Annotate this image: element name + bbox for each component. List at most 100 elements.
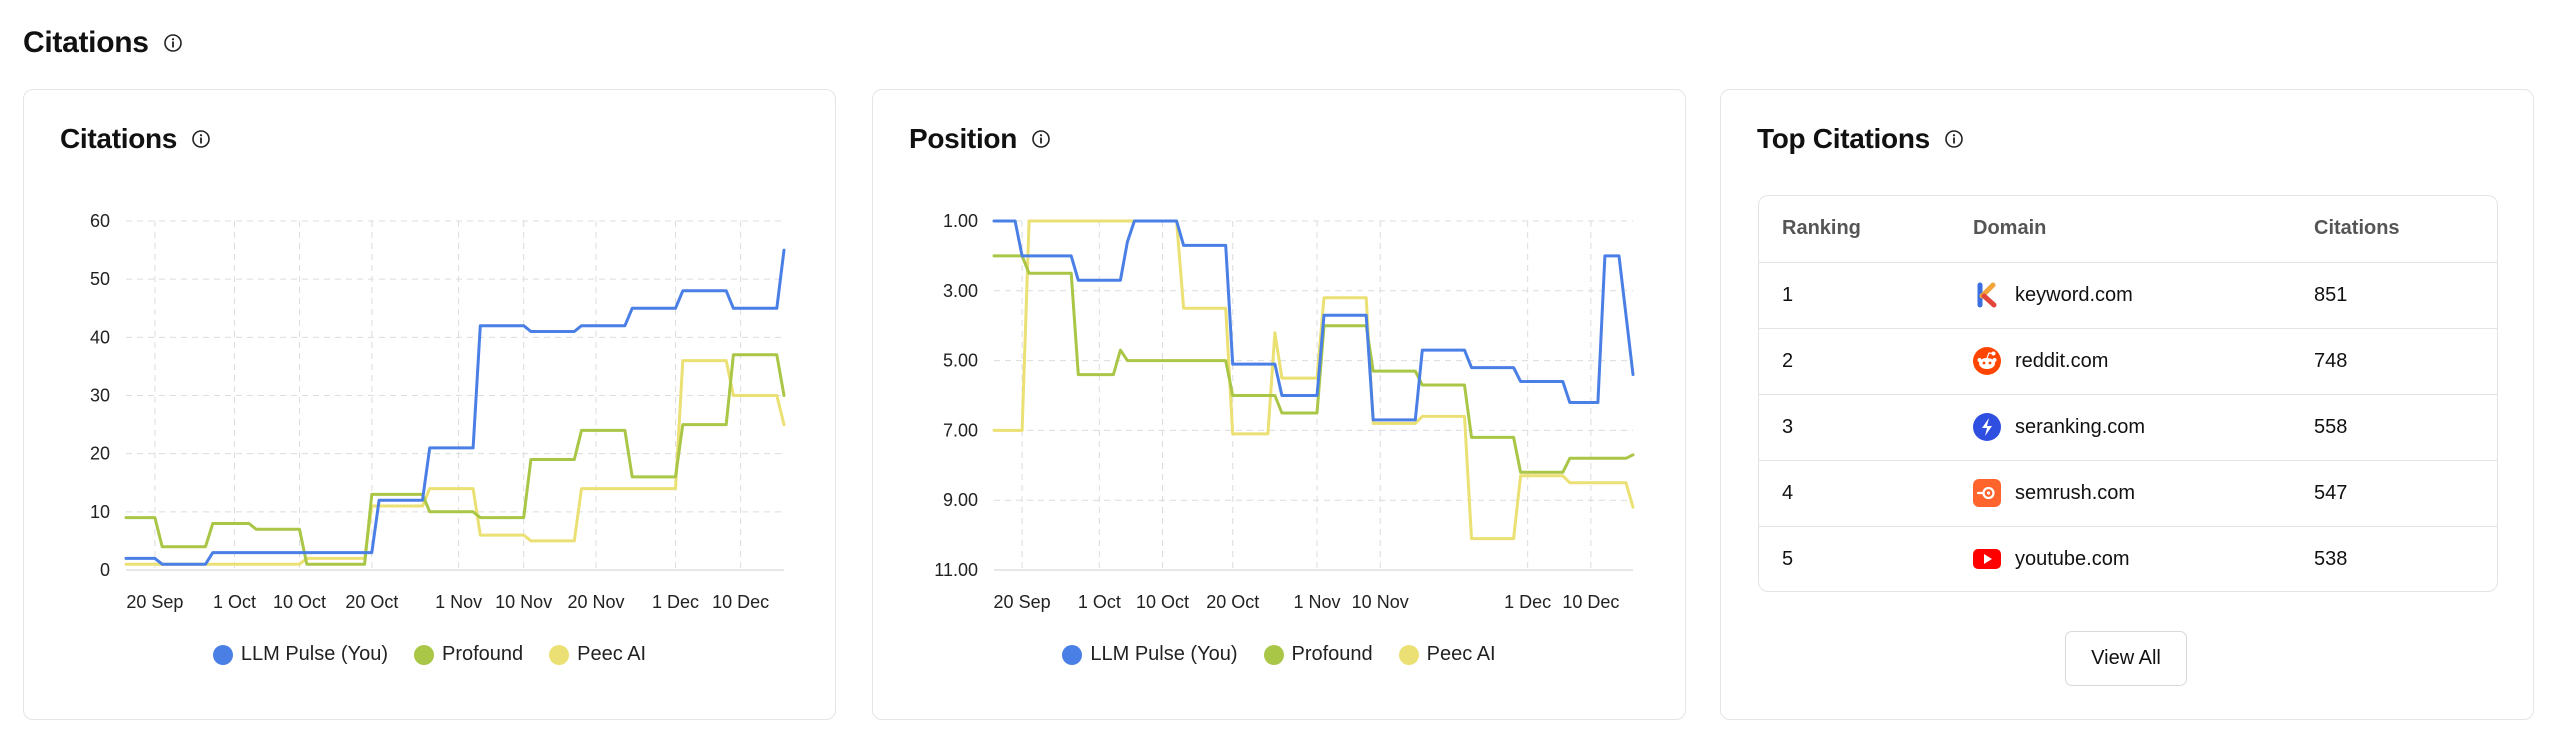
- y-tick-label: 50: [90, 269, 110, 289]
- y-tick-label: 11.00: [934, 560, 978, 580]
- legend-label: Profound: [442, 643, 524, 665]
- citations-cell: 851: [2291, 262, 2497, 329]
- column-header-ranking[interactable]: Ranking: [1759, 196, 1950, 263]
- legend-swatch: [1263, 644, 1284, 665]
- series-line-llm-pulse-you[interactable]: [992, 219, 1635, 422]
- x-tick-label: 10 Oct: [273, 592, 326, 612]
- position-line-chart: 1.00 3.00 5.00 7.00 9.00 11.00 20 Sep 1 Oct 10 O…: [934, 211, 1635, 612]
- x-tick-label: 20 Oct: [345, 592, 398, 612]
- domain-name[interactable]: reddit.com: [2015, 349, 2109, 372]
- info-icon[interactable]: [1944, 129, 1964, 149]
- y-tick-label: 1.00: [943, 211, 978, 231]
- rank-cell: 4: [1759, 460, 1950, 527]
- citations-cell: 538: [2314, 547, 2348, 570]
- citations-cell: 748: [2291, 328, 2497, 395]
- domain-name[interactable]: keyword.com: [2015, 283, 2133, 306]
- section-title: Citations: [23, 26, 149, 59]
- x-tick-label: 1 Nov: [435, 592, 482, 612]
- series-line-profound[interactable]: [124, 353, 786, 566]
- column-header-citations[interactable]: Citations: [2291, 196, 2497, 263]
- domain-name[interactable]: seranking.com: [2015, 415, 2146, 438]
- table-row[interactable]: 5 youtube.com 538: [1759, 526, 2497, 591]
- card-title: Top Citations: [1757, 123, 1930, 154]
- info-icon[interactable]: [163, 33, 183, 53]
- series-line-peec-ai[interactable]: [124, 359, 786, 566]
- x-tick-label: 10 Oct: [1136, 592, 1189, 612]
- legend-swatch: [1062, 644, 1083, 665]
- youtube-icon: [1973, 549, 2001, 570]
- rank-cell: 5: [1782, 547, 1794, 570]
- legend-swatch: [549, 644, 570, 665]
- rank-cell: 2: [1759, 328, 1950, 395]
- table-row[interactable]: 1 keyword.com 851: [1759, 262, 2497, 329]
- x-tick-label: 20 Sep: [994, 592, 1051, 612]
- table-row[interactable]: 4 semrush.com 547: [1759, 460, 2497, 527]
- series-line-profound[interactable]: [992, 254, 1635, 474]
- x-tick-label: 1 Oct: [213, 592, 256, 612]
- semrush-icon: [1973, 479, 2001, 507]
- top-citations-card: Top Citations Ranking Domain Citations 1: [1720, 89, 2534, 720]
- domain-name[interactable]: youtube.com: [2015, 547, 2130, 570]
- x-tick-label: 10 Nov: [1352, 592, 1409, 612]
- legend-label: Profound: [1291, 643, 1373, 665]
- info-icon[interactable]: [191, 129, 211, 149]
- citations-card: Citations 0 10 20 30 40 50 60 20 Sep 1 Oct 10 Oct…: [23, 89, 836, 720]
- legend-label: LLM Pulse (You): [240, 643, 388, 665]
- view-all-button[interactable]: View All: [2065, 631, 2187, 686]
- y-tick-label: 3.00: [943, 281, 978, 301]
- x-tick-label: 10 Nov: [495, 592, 552, 612]
- domain-cell: semrush.com: [1950, 460, 2291, 527]
- citations-cell: 547: [2291, 460, 2497, 527]
- table-row[interactable]: 3 seranking.com 558: [1759, 394, 2497, 461]
- domain-name[interactable]: semrush.com: [2015, 481, 2136, 504]
- citations-cell: 558: [2291, 394, 2497, 461]
- rank-cell: 1: [1759, 262, 1950, 329]
- y-tick-label: 40: [90, 327, 110, 347]
- card-header: Citations: [60, 123, 211, 155]
- x-tick-label: 1 Dec: [1504, 592, 1551, 612]
- legend-label: Peec AI: [577, 643, 647, 665]
- series-line-llm-pulse-you[interactable]: [124, 248, 786, 566]
- citations-line-chart: 0 10 20 30 40 50 60 20 Sep 1 Oct 10 Oct 20 Oct 1 No…: [90, 211, 786, 612]
- table-header-row: Ranking Domain Citations: [1759, 196, 2497, 263]
- domain-cell: keyword.com: [1950, 262, 2291, 329]
- legend-item-profound[interactable]: Profound: [414, 643, 523, 666]
- y-tick-label: 60: [90, 211, 110, 231]
- position-card: Position 1.00 3.00 5.00 7.00 9.00 11.00 20 Sep…: [872, 89, 1686, 720]
- domain-cell: seranking.com: [1950, 394, 2291, 461]
- seranking-icon: [1973, 413, 2001, 441]
- legend-swatch: [1398, 644, 1419, 665]
- info-icon[interactable]: [1031, 129, 1051, 149]
- top-citations-table: Ranking Domain Citations 1: [1758, 195, 2498, 592]
- y-tick-label: 10: [90, 502, 110, 522]
- x-tick-label: 10 Dec: [712, 592, 769, 612]
- y-tick-label: 20: [90, 444, 110, 464]
- domain-cell: youtube.com: [1950, 526, 2291, 591]
- x-tick-label: 20 Nov: [567, 592, 624, 612]
- legend-swatch: [414, 644, 434, 665]
- legend-swatch: [212, 644, 233, 665]
- column-header-domain[interactable]: Domain: [1950, 196, 2291, 263]
- card-title: Citations: [60, 123, 178, 154]
- legend-item-llm-pulse[interactable]: LLM Pulse (You): [1062, 643, 1238, 666]
- y-tick-label: 5.00: [943, 351, 978, 371]
- y-tick-label: 0: [100, 560, 110, 580]
- legend-item-peec-ai[interactable]: Peec AI: [549, 643, 646, 666]
- card-title: Position: [909, 123, 1018, 154]
- chart-legend: LLM Pulse (You) Profound Peec AI: [873, 643, 1685, 666]
- legend-item-profound[interactable]: Profound: [1263, 643, 1373, 666]
- table-row[interactable]: 2: [1759, 328, 2497, 395]
- legend-label: LLM Pulse (You): [1090, 643, 1238, 665]
- y-tick-label: 30: [90, 386, 110, 406]
- y-tick-label: 9.00: [943, 490, 978, 510]
- keyword-icon: [1977, 282, 1997, 308]
- reddit-icon: [1973, 347, 2001, 375]
- x-tick-label: 20 Sep: [126, 592, 183, 612]
- legend-item-peec-ai[interactable]: Peec AI: [1398, 643, 1496, 666]
- section-header: Citations: [23, 26, 183, 60]
- legend-label: Peec AI: [1426, 643, 1496, 665]
- card-header: Position: [909, 123, 1051, 155]
- series-line-peec-ai[interactable]: [992, 219, 1635, 541]
- legend-item-llm-pulse[interactable]: LLM Pulse (You): [212, 643, 388, 666]
- domain-cell: reddit.com: [1950, 328, 2291, 395]
